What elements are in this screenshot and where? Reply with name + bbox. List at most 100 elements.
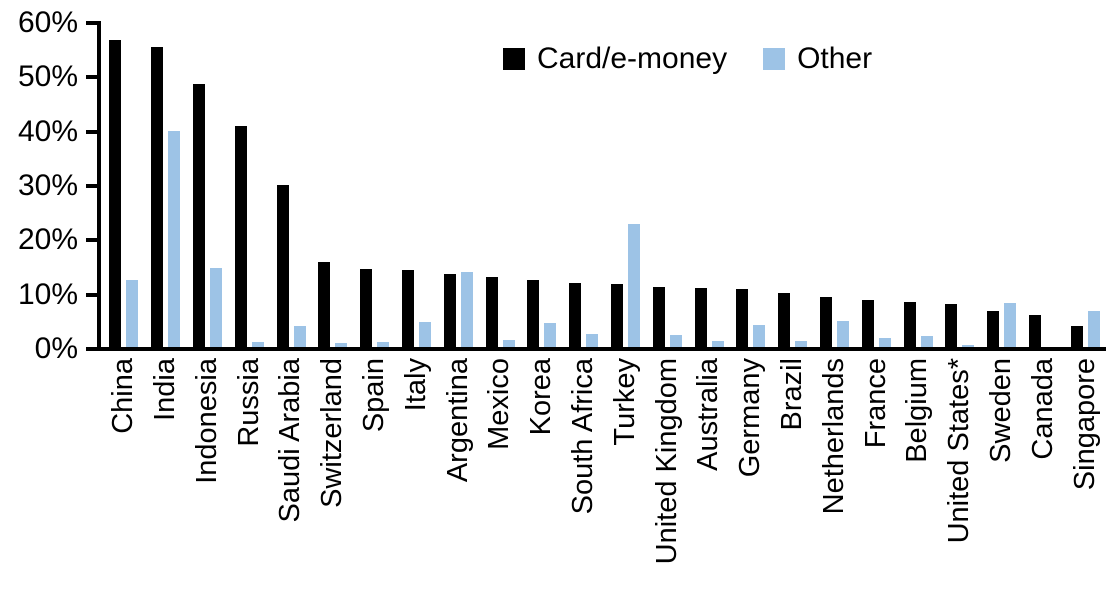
x-axis-category-cell: Sweden <box>981 358 1023 594</box>
x-axis-category-cell: Indonesia <box>187 358 229 594</box>
x-axis-category-cell: France <box>855 358 897 594</box>
bar-group <box>855 21 897 347</box>
bar-group <box>563 21 605 347</box>
bar-other <box>460 271 473 347</box>
x-axis-category-cell: Belgium <box>897 358 939 594</box>
bar-group <box>605 21 647 347</box>
bar-card-e-money <box>610 284 623 347</box>
x-axis-category-cell: Netherlands <box>814 358 856 594</box>
x-axis-category-cell: United States* <box>939 358 981 594</box>
bar-card-e-money <box>861 299 874 347</box>
x-axis-category-label: Turkey <box>608 358 641 446</box>
y-axis-tick <box>86 347 100 351</box>
bar-group <box>437 21 479 347</box>
x-axis-category-cell: Turkey <box>605 358 647 594</box>
x-axis-category-label: Australia <box>692 358 725 471</box>
bar-card-e-money <box>945 304 958 347</box>
bar-other <box>544 322 557 347</box>
x-axis-category-cell: South Africa <box>563 358 605 594</box>
x-axis-category-cell: Australia <box>688 358 730 594</box>
x-axis-category-label: France <box>859 358 892 449</box>
legend-item-other: Other <box>763 42 872 76</box>
bar-card-e-money <box>109 40 122 347</box>
x-axis-category-cell: China <box>103 358 145 594</box>
bar-other <box>753 325 766 347</box>
x-axis-category-cell: India <box>145 358 187 594</box>
y-axis-tick-label: 40% <box>17 114 78 148</box>
bar-group <box>521 21 563 347</box>
bar-other <box>836 320 849 347</box>
bar-card-e-money <box>276 184 289 347</box>
x-axis-category-cell: Canada <box>1023 358 1065 594</box>
x-axis-category-label: Canada <box>1026 358 1059 460</box>
bar-other <box>1004 303 1017 347</box>
bar-card-e-money <box>360 269 373 347</box>
bar-group <box>939 21 981 347</box>
x-axis-line <box>97 347 1106 351</box>
bar-card-e-money <box>151 47 164 347</box>
bar-card-e-money <box>736 288 749 347</box>
bar-group <box>1064 21 1106 347</box>
y-axis-tick <box>86 292 100 297</box>
y-axis-tick-label: 60% <box>17 6 78 39</box>
x-axis-category-label: Argentina <box>441 358 474 483</box>
x-axis-category-label: Russia <box>232 358 265 447</box>
x-axis-category-label: China <box>107 358 140 434</box>
x-axis-category-cell: Argentina <box>437 358 479 594</box>
bar-group <box>187 21 229 347</box>
x-axis-category-cell: Singapore <box>1064 358 1106 594</box>
x-axis-category-cell: Brazil <box>772 358 814 594</box>
bar-card-e-money <box>819 297 832 347</box>
bar-card-e-money <box>234 126 247 347</box>
bar-other <box>126 280 139 347</box>
bar-other <box>711 341 724 347</box>
x-axis-category-label: Mexico <box>483 358 516 450</box>
bar-group <box>730 21 772 347</box>
bar-other <box>795 340 808 347</box>
y-axis-tick <box>86 184 100 188</box>
bar-group <box>772 21 814 347</box>
bar-card-e-money <box>443 274 456 347</box>
bar-card-e-money <box>527 280 540 347</box>
x-axis-category-cell: Mexico <box>479 358 521 594</box>
bar-group <box>145 21 187 347</box>
bar-card-e-money <box>318 261 331 347</box>
bar-group <box>103 21 145 347</box>
x-axis-category-label: Netherlands <box>817 358 850 515</box>
x-axis-category-label: Belgium <box>901 358 934 463</box>
y-axis-tick-label: 20% <box>17 223 78 257</box>
x-axis-category-label: Spain <box>358 358 390 433</box>
bar-other <box>502 339 515 347</box>
bar-card-e-money <box>652 287 665 347</box>
y-axis-tick <box>86 75 100 80</box>
bar-card-e-money <box>1070 325 1083 347</box>
x-axis-category-label: India <box>149 358 182 421</box>
bar-card-e-money <box>987 311 1000 347</box>
bar-card-e-money <box>485 276 498 347</box>
x-axis-category-label: Brazil <box>775 358 808 431</box>
bar-group <box>479 21 521 347</box>
legend-label-card-e-money: Card/e-money <box>537 42 728 75</box>
x-axis-category-label: United States* <box>943 358 976 544</box>
y-axis-tick-label: 0% <box>34 332 78 365</box>
bar-other <box>251 341 264 347</box>
bar-group <box>270 21 312 347</box>
bar-card-e-money <box>401 270 414 347</box>
bar-card-e-money <box>694 287 707 347</box>
x-axis-category-cell: Russia <box>228 358 270 594</box>
bar-other <box>669 334 682 347</box>
x-axis-category-cell: United Kingdom <box>646 358 688 594</box>
x-axis-category-label: United Kingdom <box>650 358 683 565</box>
bar-other <box>168 130 181 347</box>
x-axis-category-label: Saudi Arabia <box>274 358 307 523</box>
legend-swatch-card-e-money <box>503 48 525 70</box>
x-axis-category-label: Indonesia <box>190 358 223 484</box>
x-axis-category-labels: China India Indonesia Russia Saudi Arabia Swi… <box>103 358 1106 594</box>
legend: Card/e-money Other <box>503 42 872 76</box>
bar-other <box>293 325 306 347</box>
bar-other <box>209 268 222 347</box>
bar-group <box>814 21 856 347</box>
x-axis-category-label: Korea <box>525 358 558 436</box>
x-axis-category-cell: Germany <box>730 358 772 594</box>
plot-area <box>103 21 1106 347</box>
